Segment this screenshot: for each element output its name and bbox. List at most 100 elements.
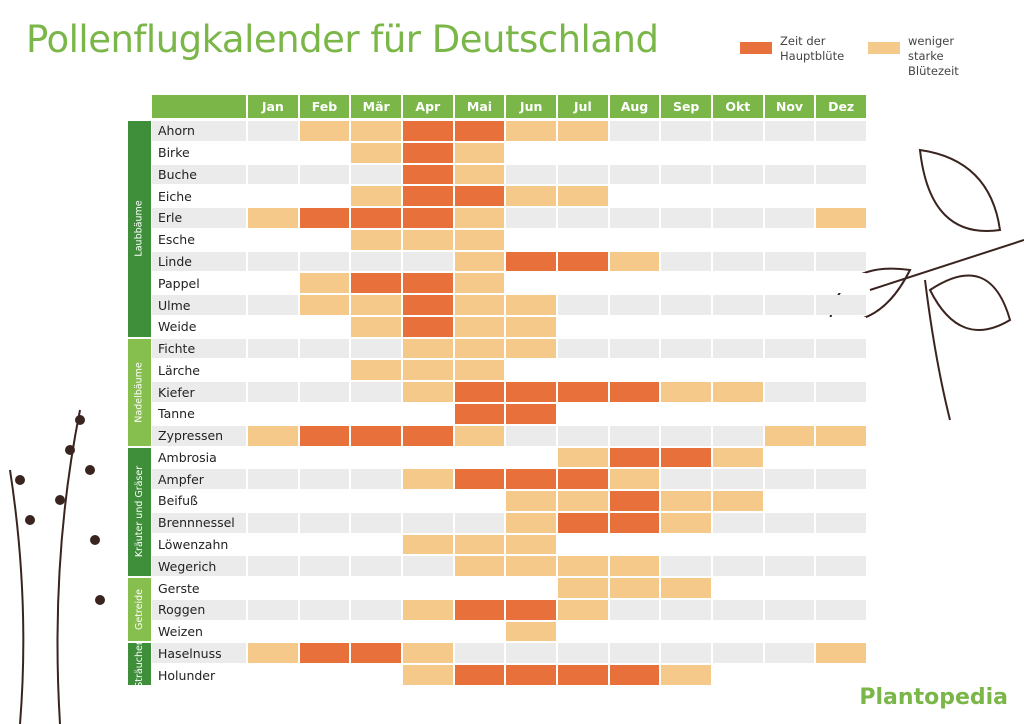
cell (661, 251, 711, 272)
cell (351, 251, 401, 272)
cell (764, 447, 815, 468)
cell (713, 404, 763, 424)
cell (609, 665, 660, 686)
cell (403, 534, 453, 555)
cell (506, 621, 556, 642)
plant-name: Fichte (152, 338, 246, 359)
cell (816, 404, 866, 424)
cell (713, 142, 763, 163)
cell (351, 360, 401, 381)
cell (609, 621, 660, 642)
cell (609, 599, 660, 620)
cell (248, 621, 298, 642)
cell (713, 251, 763, 272)
cell (609, 142, 660, 163)
cell (248, 316, 298, 337)
cell (454, 121, 505, 141)
cell (351, 121, 401, 141)
logo[interactable]: Plantopedia (859, 685, 1008, 710)
cell (816, 338, 866, 359)
cell (816, 186, 866, 207)
cell (299, 121, 350, 141)
cell (764, 316, 815, 337)
cell (816, 491, 866, 511)
cell (403, 338, 453, 359)
cell (351, 599, 401, 620)
cell (764, 469, 815, 490)
month-header: Jul (558, 95, 608, 118)
cell (816, 643, 866, 664)
cell (403, 208, 453, 228)
cell (609, 556, 660, 577)
cell (299, 469, 350, 490)
cell (816, 425, 866, 446)
plant-name: Eiche (152, 186, 246, 207)
cell (454, 360, 505, 381)
plant-name: Pappel (152, 273, 246, 294)
cell (713, 665, 763, 686)
cell (403, 447, 453, 468)
cell (609, 404, 660, 424)
cell (764, 643, 815, 664)
cell (558, 534, 608, 555)
cell (816, 447, 866, 468)
cell (661, 425, 711, 446)
cell (713, 360, 763, 381)
cell (816, 229, 866, 250)
cell (299, 229, 350, 250)
month-header: Okt (713, 95, 763, 118)
cell (661, 665, 711, 686)
cell (558, 512, 608, 533)
cell (764, 621, 815, 642)
month-header: Dez (816, 95, 866, 118)
cell (454, 578, 505, 598)
cell (713, 295, 763, 315)
cell (403, 229, 453, 250)
cell (609, 469, 660, 490)
plant-name: Löwenzahn (152, 534, 246, 555)
cell (713, 469, 763, 490)
cell (403, 556, 453, 577)
cell (661, 273, 711, 294)
cell (558, 556, 608, 577)
cell (713, 186, 763, 207)
cell (506, 164, 556, 185)
month-header: Feb (299, 95, 350, 118)
cell (454, 491, 505, 511)
cell (248, 208, 298, 228)
cell (248, 251, 298, 272)
cell (299, 251, 350, 272)
month-header: Nov (764, 95, 815, 118)
cell (558, 360, 608, 381)
cell (558, 425, 608, 446)
cell (609, 121, 660, 141)
cell (506, 491, 556, 511)
cell (764, 208, 815, 228)
cell (816, 382, 866, 402)
cell (351, 229, 401, 250)
cell (351, 186, 401, 207)
cell (403, 643, 453, 664)
cell (351, 164, 401, 185)
cell (816, 142, 866, 163)
cell (764, 578, 815, 598)
cell (764, 556, 815, 577)
month-header: Mär (351, 95, 401, 118)
cell (248, 121, 298, 141)
cell (454, 229, 505, 250)
cell (609, 338, 660, 359)
month-header: Mai (454, 95, 505, 118)
cell (506, 316, 556, 337)
plant-name: Holunder (152, 665, 246, 686)
cell (299, 295, 350, 315)
cell (506, 382, 556, 402)
cell (558, 643, 608, 664)
cell (558, 491, 608, 511)
cell (764, 229, 815, 250)
cell (403, 186, 453, 207)
cell (248, 164, 298, 185)
plant-name: Beifuß (152, 491, 246, 511)
cell (506, 643, 556, 664)
cell (558, 142, 608, 163)
cell (609, 229, 660, 250)
